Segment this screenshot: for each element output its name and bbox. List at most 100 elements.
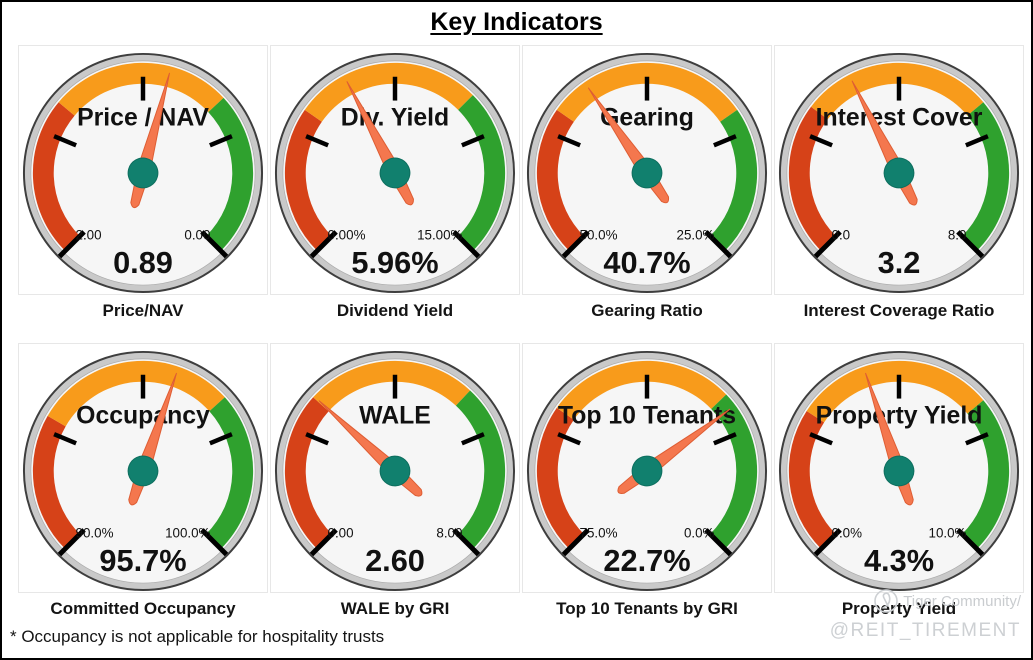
gauge-tick bbox=[461, 134, 485, 148]
gauge: Property Yield 0.0% 10.0% 4.3% bbox=[774, 343, 1024, 593]
gauge: Occupancy 90.0% 100.0% 95.7% bbox=[18, 343, 268, 593]
gauge-min-label: 0.0 bbox=[832, 227, 851, 242]
gauge-value: 5.96% bbox=[351, 245, 438, 280]
gauge-min-label: 50.0% bbox=[580, 227, 618, 242]
gauge-tick bbox=[200, 230, 229, 259]
gauge-value: 3.2 bbox=[878, 245, 921, 280]
gauge-tick bbox=[57, 230, 86, 259]
gauge-arc-orange bbox=[556, 360, 727, 420]
gauge-arc-red bbox=[788, 106, 836, 251]
gauge-tick bbox=[309, 230, 338, 259]
gauge-value: 40.7% bbox=[603, 245, 690, 280]
gauge-hub bbox=[379, 157, 411, 189]
gauge-arc-green bbox=[962, 400, 1010, 549]
gauge-arc-red bbox=[32, 415, 80, 549]
gauge-arc-red bbox=[536, 109, 584, 251]
gauge-dial: Price / NAV 2.00 0.00 0.89 bbox=[22, 52, 264, 294]
gauge-cell: Property Yield 0.0% 10.0% 4.3% Property Yie… bbox=[774, 343, 1024, 619]
gauge-max-label: 8.0 bbox=[948, 227, 967, 242]
gauge-title: Div. Yield bbox=[341, 104, 449, 131]
gauge-tick bbox=[956, 528, 985, 557]
gauge-dial: Occupancy 90.0% 100.0% 95.7% bbox=[22, 350, 264, 592]
gauge-caption: Committed Occupancy bbox=[50, 599, 236, 618]
gauge-min-label: 75.0% bbox=[580, 525, 618, 540]
gauge-value: 95.7% bbox=[99, 543, 186, 578]
gauge-value: 0.89 bbox=[113, 245, 173, 280]
gauge-cell: WALE 0.00 8.00 2.60 WALE by GRI bbox=[270, 343, 520, 619]
gauge: Interest Cover 0.0 8.0 3.2 bbox=[774, 45, 1024, 295]
gauge-min-label: 2.00 bbox=[76, 227, 102, 242]
gauge-arc-orange bbox=[304, 62, 473, 122]
gauge-hub bbox=[883, 157, 915, 189]
gauge-dial: Property Yield 0.0% 10.0% 4.3% bbox=[778, 350, 1020, 592]
gauge-value: 4.3% bbox=[864, 543, 934, 578]
gauge-tick bbox=[461, 432, 485, 446]
gauge-min-label: 0.00 bbox=[328, 525, 354, 540]
gauge-needle-group bbox=[851, 80, 918, 206]
gauge: Div. Yield 0.00% 15.00% 5.96% bbox=[270, 45, 520, 295]
gauge-arc-red bbox=[536, 407, 584, 549]
gauge-arc-orange bbox=[313, 360, 471, 412]
gauge-arc-red bbox=[788, 411, 836, 549]
gauge-min-label: 0.00% bbox=[328, 227, 366, 242]
gauge-cell: Interest Cover 0.0 8.0 3.2 Interest Coverag… bbox=[774, 45, 1024, 321]
gauge-cell: Occupancy 90.0% 100.0% 95.7% Committed Occu… bbox=[18, 343, 268, 619]
gauge-max-label: 100.0% bbox=[165, 525, 210, 540]
gauge-arc-green bbox=[458, 95, 506, 251]
gauge-needle-group bbox=[617, 408, 731, 494]
gauge: Top 10 Tenants 75.0% 0.0% 22.7% bbox=[522, 343, 772, 593]
gauge-tick bbox=[57, 528, 86, 557]
gauge-title: WALE bbox=[359, 402, 431, 429]
gauge-hub bbox=[631, 157, 663, 189]
gauge-hub bbox=[127, 157, 159, 189]
gauge-tick bbox=[561, 528, 590, 557]
gauge-needle-group bbox=[346, 81, 414, 206]
gauge-tick bbox=[305, 134, 329, 148]
gauge-tick bbox=[557, 432, 581, 446]
gauge-value: 2.60 bbox=[365, 543, 425, 578]
gauge-tick bbox=[809, 134, 833, 148]
gauge-caption: Dividend Yield bbox=[336, 301, 454, 320]
gauge-tick bbox=[200, 528, 229, 557]
gauge-cell: Top 10 Tenants 75.0% 0.0% 22.7% Top 10 Tena… bbox=[522, 343, 772, 619]
gauge-caption: Top 10 Tenants by GRI bbox=[556, 599, 738, 618]
gauge-tick bbox=[305, 432, 329, 446]
gauge-grid: Price / NAV 2.00 0.00 0.89 Price/NAV Div. Y… bbox=[18, 45, 1031, 619]
gauge-tick bbox=[809, 432, 833, 446]
gauge-needle-group bbox=[127, 72, 170, 209]
gauge-needle-group bbox=[318, 400, 423, 497]
gauge-needle-group bbox=[865, 372, 915, 506]
gauge-caption: Gearing Ratio bbox=[591, 301, 703, 320]
gauge-arc-red bbox=[32, 102, 80, 251]
gauge-hub bbox=[631, 455, 663, 487]
gauge-arc-green bbox=[206, 397, 254, 549]
page-title: Key Indicators bbox=[430, 8, 603, 36]
gauge-arc-green bbox=[962, 102, 1010, 251]
gauge-arc-green bbox=[710, 109, 758, 251]
gauge-dial: Interest Cover 0.0 8.0 3.2 bbox=[778, 52, 1020, 294]
gauge-caption: Interest Coverage Ratio bbox=[803, 301, 995, 320]
gauge-tick bbox=[956, 230, 985, 259]
gauge-tick bbox=[309, 528, 338, 557]
gauge-title: Occupancy bbox=[76, 402, 210, 429]
gauge-tick bbox=[813, 230, 842, 259]
gauge-needle-group bbox=[127, 372, 177, 506]
gauge-max-label: 10.0% bbox=[929, 525, 967, 540]
gauge-arc-orange bbox=[47, 360, 225, 427]
gauge-needle-group bbox=[587, 87, 670, 204]
gauge-tick bbox=[965, 134, 989, 148]
footnote: * Occupancy is not applicable for hospit… bbox=[10, 627, 385, 646]
gauge-tick bbox=[209, 134, 233, 148]
gauge-caption: WALE by GRI bbox=[340, 599, 450, 618]
gauge-arc-orange bbox=[58, 62, 224, 116]
gauge-arc-green bbox=[455, 390, 506, 549]
gauge-tick bbox=[965, 432, 989, 446]
gauge-arc-green bbox=[710, 394, 758, 549]
gauge-cell: Gearing 50.0% 25.0% 40.7% Gearing Ratio bbox=[522, 45, 772, 321]
gauge: Gearing 50.0% 25.0% 40.7% bbox=[522, 45, 772, 295]
gauge-max-label: 25.0% bbox=[677, 227, 715, 242]
gauge-dial: WALE 0.00 8.00 2.60 bbox=[274, 350, 516, 592]
gauge-caption: Property Yield bbox=[841, 599, 957, 618]
gauge-hub bbox=[883, 455, 915, 487]
